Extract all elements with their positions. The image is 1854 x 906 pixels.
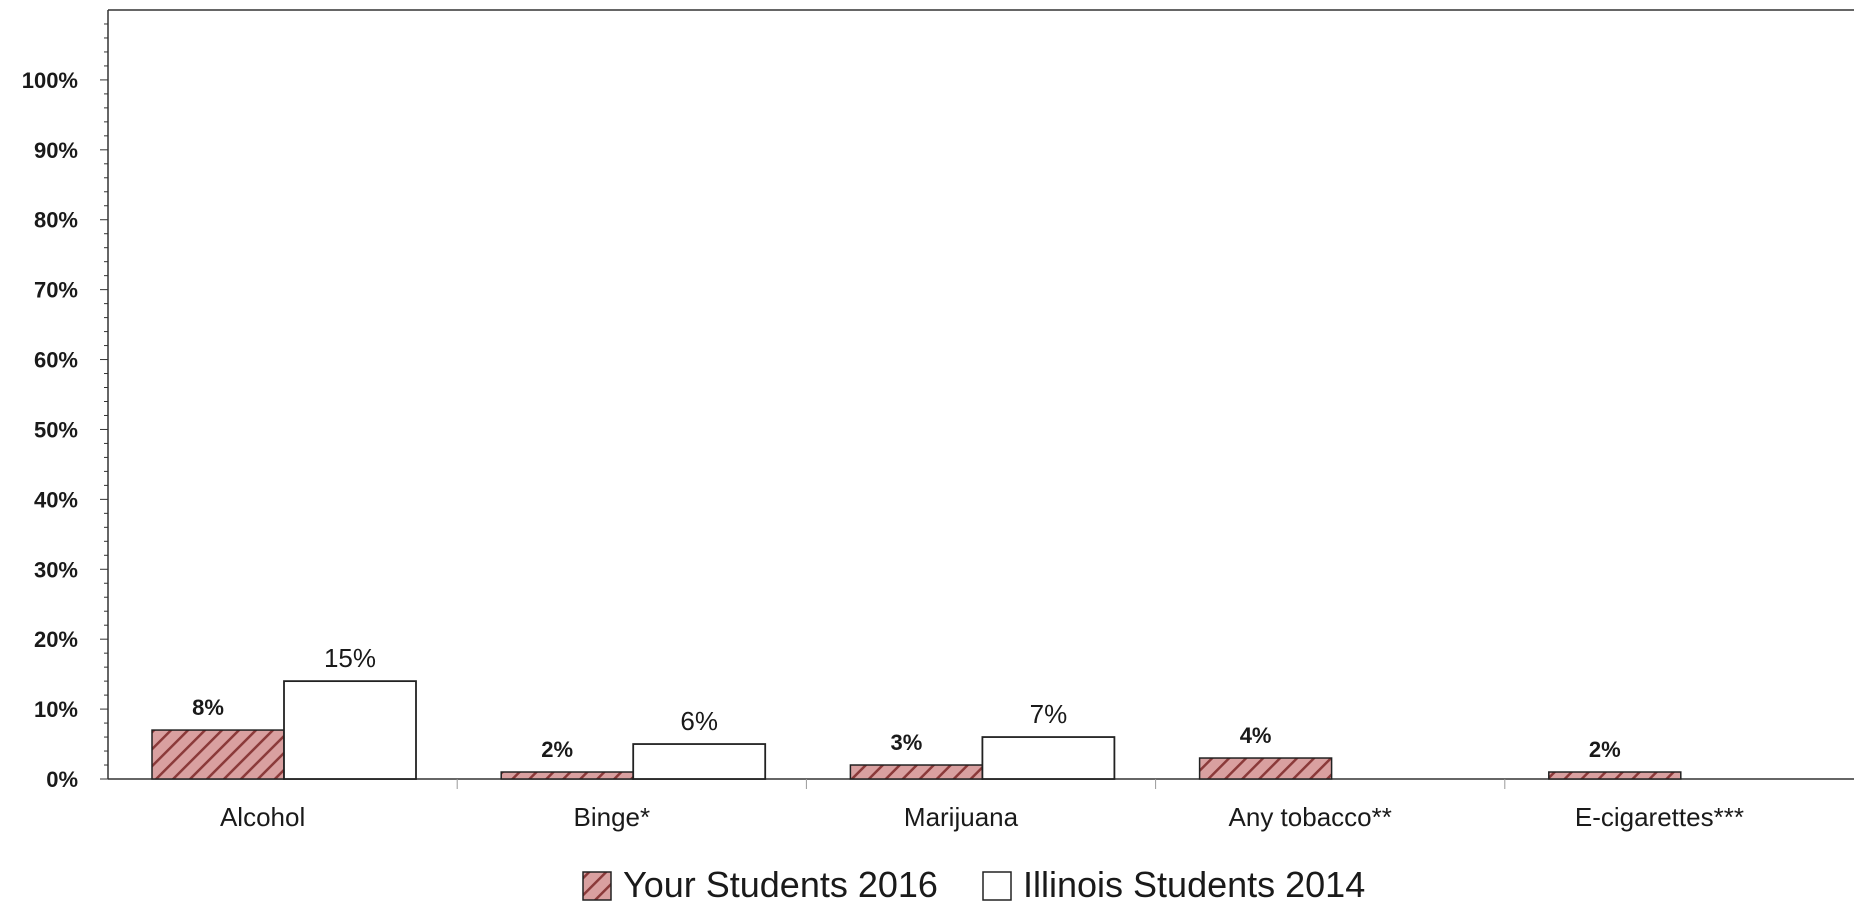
legend-label-your-students: Your Students 2016 xyxy=(623,864,938,905)
data-label-your-students: 8% xyxy=(192,695,224,720)
y-tick-label: 80% xyxy=(34,208,78,233)
x-tick-label: Alcohol xyxy=(220,802,305,832)
bar-illinois-students xyxy=(632,743,767,780)
y-tick-label: 100% xyxy=(22,68,78,93)
data-label-illinois-students: 7% xyxy=(1030,699,1068,729)
bar-your-students xyxy=(151,729,285,780)
bar-illinois-students xyxy=(981,736,1116,780)
y-tick-label: 90% xyxy=(34,138,78,163)
y-tick-label: 10% xyxy=(34,697,78,722)
data-label-illinois-students: 6% xyxy=(680,706,718,736)
y-tick-label: 50% xyxy=(34,417,78,442)
bar-your-students xyxy=(500,771,634,780)
data-label-your-students: 3% xyxy=(891,730,923,755)
x-tick-label: Binge* xyxy=(573,802,650,832)
bar-your-students xyxy=(849,764,984,780)
bar-your-students xyxy=(1548,771,1682,780)
data-label-your-students: 2% xyxy=(541,737,573,762)
data-label-your-students: 2% xyxy=(1589,737,1621,762)
bar-your-students xyxy=(1198,757,1333,780)
x-tick-label: Marijuana xyxy=(904,802,1019,832)
plot-area: 0% 10% 20% 30% 40% 50% 60% 70% 80% 90% 100% 8% 15% Al… xyxy=(22,9,1854,832)
y-tick-label: 0% xyxy=(46,767,78,792)
y-tick-label: 70% xyxy=(34,278,78,303)
data-label-your-students: 4% xyxy=(1240,723,1272,748)
x-tick-label: E-cigarettes*** xyxy=(1575,802,1744,832)
y-tick-label: 60% xyxy=(34,348,78,373)
data-label-illinois-students: 15% xyxy=(324,643,376,673)
x-tick-label: Any tobacco** xyxy=(1229,802,1392,832)
y-tick-label: 30% xyxy=(34,557,78,582)
legend-swatch-your-students xyxy=(582,871,612,901)
y-tick-label: 20% xyxy=(34,627,78,652)
legend-swatch-illinois-students xyxy=(982,871,1012,901)
y-tick-label: 40% xyxy=(34,487,78,512)
legend: Your Students 2016 Illinois Students 2014 xyxy=(582,864,1365,905)
bar-illinois-students xyxy=(283,680,417,780)
legend-label-illinois-students: Illinois Students 2014 xyxy=(1023,864,1365,905)
